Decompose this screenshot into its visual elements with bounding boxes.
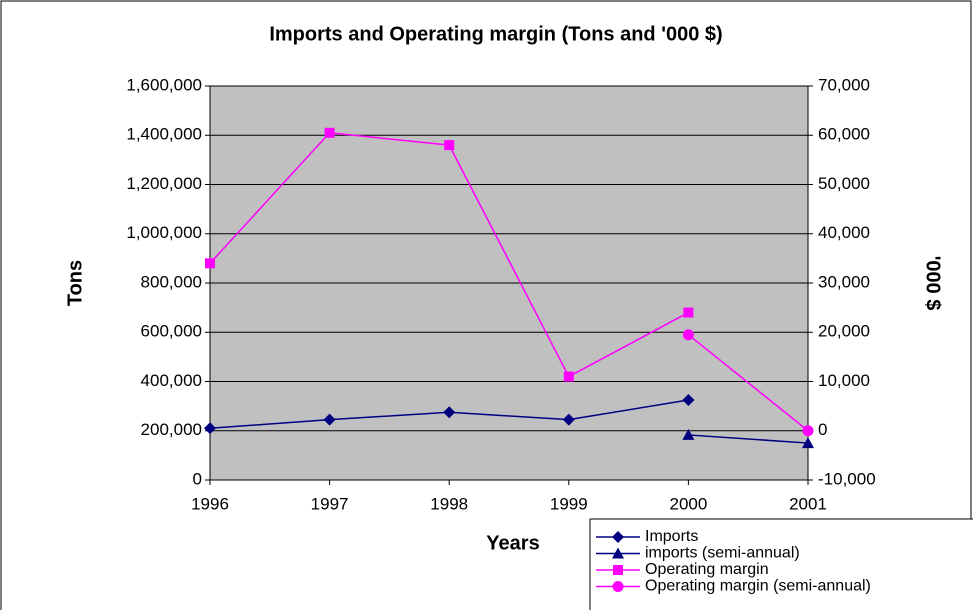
y-tick-label: 200,000 (141, 420, 202, 439)
marker (323, 413, 336, 426)
x-tick-label: 1997 (311, 494, 349, 513)
marker (802, 437, 814, 449)
x-tick-label: 2000 (669, 494, 707, 513)
y-tick-label: 400,000 (141, 371, 202, 390)
y-tick-label: 600,000 (141, 322, 202, 341)
y2-axis-title: '000 $ (922, 256, 944, 311)
marker (682, 393, 695, 406)
legend-label: Imports (645, 528, 698, 545)
x-tick-label: 1998 (430, 494, 468, 513)
marker (444, 140, 455, 151)
marker (205, 258, 215, 269)
marker (612, 547, 624, 559)
x-tick-label: 1996 (191, 494, 229, 513)
marker (682, 329, 694, 341)
x-tick-label: 1999 (550, 494, 588, 513)
marker (802, 425, 814, 437)
marker (613, 565, 623, 575)
y2-tick-label: 0 (818, 420, 827, 439)
y2-tick-label: 10,000 (818, 371, 870, 390)
y-tick-label: 1,600,000 (126, 75, 202, 94)
y-tick-label: 0 (193, 469, 202, 488)
legend-label: imports (semi-annual) (645, 545, 800, 562)
legend-label: Operating margin (645, 561, 769, 578)
legend-label: Operating margin (semi-annual) (645, 578, 871, 595)
y2-tick-label: 50,000 (818, 174, 870, 193)
marker (612, 581, 624, 592)
marker (443, 406, 456, 419)
marker (683, 307, 694, 318)
y-tick-label: 1,200,000 (126, 174, 202, 193)
y-tick-label: 1,000,000 (126, 223, 202, 242)
marker (204, 422, 216, 435)
y2-tick-label: 30,000 (818, 272, 870, 291)
chart-title: Imports and Operating margin (Tons and '… (269, 23, 722, 45)
y2-tick-label: 60,000 (818, 125, 870, 144)
y2-tick-label: 20,000 (818, 322, 870, 341)
y2-tick-label: 40,000 (818, 223, 870, 242)
y-tick-label: 800,000 (141, 272, 202, 291)
marker (324, 127, 335, 138)
y2-tick-label: 70,000 (818, 75, 870, 94)
marker (682, 428, 695, 440)
legend-box (589, 518, 973, 610)
marker (612, 531, 624, 543)
series-line (688, 434, 809, 444)
marker (563, 371, 574, 382)
series-line (687, 334, 809, 432)
y-tick-label: 1,400,000 (126, 125, 202, 144)
y2-tick-label: -10,000 (818, 469, 876, 488)
marker (562, 413, 575, 426)
x-axis-title: Years (486, 532, 539, 554)
y-axis-title: Tons (64, 260, 86, 306)
x-tick-label: 2001 (789, 494, 827, 513)
